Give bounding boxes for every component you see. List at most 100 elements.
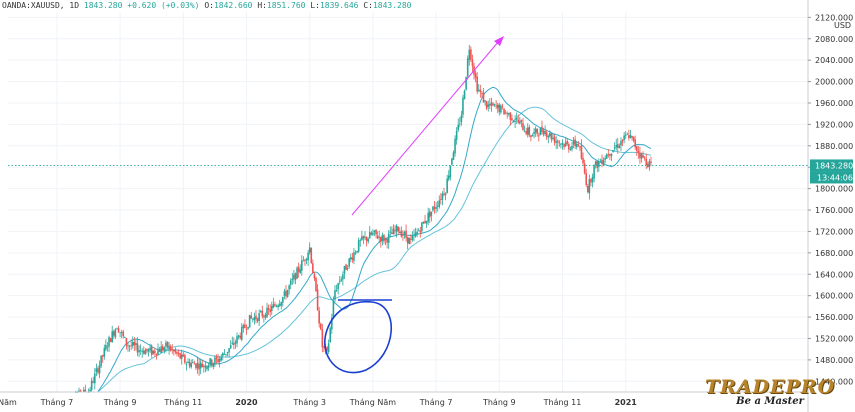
candle-body <box>365 236 368 241</box>
ma-fast-line <box>97 86 652 392</box>
candle <box>574 135 576 150</box>
candle <box>455 127 458 145</box>
candle-body <box>174 349 177 353</box>
candle <box>470 46 472 62</box>
candle <box>392 224 395 235</box>
candle-body <box>179 353 181 359</box>
candle-body <box>152 350 155 354</box>
candle-body <box>599 161 602 163</box>
candle <box>152 350 155 355</box>
candle-body <box>361 236 363 241</box>
logo-tagline: Be a Master <box>736 396 804 407</box>
candle <box>623 132 625 144</box>
candle-body <box>617 143 619 148</box>
candle <box>397 226 399 235</box>
candle-body <box>362 235 365 239</box>
candle-body <box>449 166 452 178</box>
candle <box>648 159 651 171</box>
candle <box>427 207 429 226</box>
candle <box>444 192 447 201</box>
candle-body <box>381 235 384 241</box>
logo-name: TRADEPRO <box>704 376 836 398</box>
candle <box>372 229 374 236</box>
candle-body <box>512 120 515 122</box>
candle <box>154 348 156 357</box>
candle-body <box>588 179 591 194</box>
candle-body <box>354 252 357 254</box>
candle-body <box>248 314 251 328</box>
candle <box>207 362 210 371</box>
candle-body <box>127 345 129 347</box>
candle <box>313 271 316 282</box>
candle-body <box>477 89 480 91</box>
candle <box>474 70 477 83</box>
candle <box>282 296 284 307</box>
candle <box>492 101 494 107</box>
candle-body <box>133 342 136 346</box>
candle-body <box>223 353 226 355</box>
candle-body <box>92 381 95 383</box>
candle-body <box>530 135 532 138</box>
candle <box>357 237 360 253</box>
candle-body <box>326 347 328 351</box>
candle-body <box>623 135 625 141</box>
candle <box>304 258 306 267</box>
candle-body <box>539 128 542 136</box>
candle-body <box>647 163 649 168</box>
candle <box>618 143 621 149</box>
candle <box>487 100 490 112</box>
candle-body <box>394 230 396 232</box>
candle <box>561 139 564 150</box>
candle <box>332 296 335 318</box>
candle <box>342 271 344 286</box>
annotations <box>8 36 808 374</box>
candle <box>410 234 412 245</box>
candle <box>168 341 170 355</box>
candle <box>136 337 139 357</box>
candle-body <box>517 119 520 123</box>
candle-body <box>357 240 360 252</box>
candle <box>270 301 273 315</box>
candle-body <box>163 347 166 350</box>
candle <box>530 134 532 142</box>
candle <box>204 361 207 373</box>
candle-body <box>139 350 142 351</box>
candle <box>180 349 183 365</box>
candle <box>549 130 551 138</box>
candle <box>343 265 346 280</box>
candle-body <box>640 153 643 159</box>
candle <box>182 351 185 357</box>
candle <box>367 237 369 244</box>
candle <box>177 349 180 357</box>
candle-body <box>188 361 191 367</box>
candle <box>500 104 502 115</box>
candle-body <box>79 390 82 392</box>
candle-body <box>157 349 159 355</box>
candle <box>457 118 460 132</box>
candle-body <box>206 366 208 370</box>
candle <box>556 139 559 149</box>
candle-body <box>495 105 497 107</box>
candle-body <box>571 145 573 150</box>
candle <box>231 336 234 346</box>
candle-body <box>618 146 621 149</box>
candle <box>212 362 215 370</box>
low-label: L: <box>310 1 320 10</box>
candle <box>106 342 109 352</box>
candle <box>626 132 629 136</box>
candle-body <box>501 106 504 108</box>
candle <box>256 317 259 324</box>
candle-body <box>195 363 197 369</box>
candle <box>629 129 632 139</box>
candle <box>496 102 499 114</box>
candle <box>389 226 392 238</box>
candle <box>112 329 115 339</box>
candle-body <box>406 236 409 244</box>
candle-body <box>334 290 336 300</box>
candle <box>184 353 186 365</box>
candle <box>364 231 366 241</box>
candle-body <box>109 338 112 343</box>
candle <box>247 326 249 330</box>
